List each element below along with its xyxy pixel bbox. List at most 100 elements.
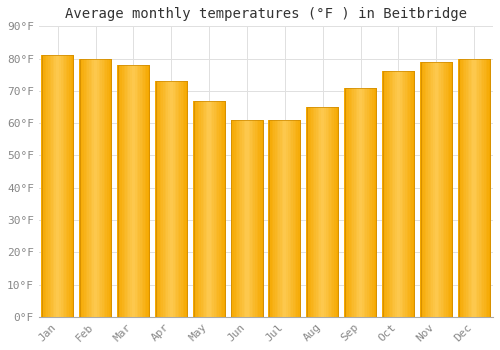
Bar: [426, 62, 428, 317]
Bar: [298, 120, 300, 317]
Bar: [171, 81, 173, 317]
Bar: [466, 58, 468, 317]
Bar: [294, 120, 296, 317]
Bar: [142, 65, 144, 317]
Bar: [286, 120, 288, 317]
Bar: [322, 107, 324, 317]
Bar: [212, 100, 214, 317]
Bar: [163, 81, 165, 317]
Bar: [222, 100, 224, 317]
Bar: [451, 62, 452, 317]
Bar: [118, 65, 149, 317]
Bar: [198, 100, 200, 317]
Bar: [156, 81, 187, 317]
Bar: [247, 120, 248, 317]
Bar: [283, 120, 285, 317]
Bar: [216, 100, 218, 317]
Bar: [70, 55, 72, 317]
Bar: [320, 107, 321, 317]
Bar: [390, 71, 392, 317]
Bar: [331, 107, 332, 317]
Bar: [440, 62, 441, 317]
Bar: [479, 58, 480, 317]
Bar: [79, 58, 81, 317]
Bar: [362, 88, 364, 317]
Bar: [318, 107, 320, 317]
Bar: [357, 88, 359, 317]
Bar: [81, 58, 82, 317]
Bar: [246, 120, 247, 317]
Bar: [354, 88, 356, 317]
Bar: [387, 71, 388, 317]
Bar: [489, 58, 490, 317]
Bar: [204, 100, 206, 317]
Bar: [181, 81, 183, 317]
Bar: [244, 120, 246, 317]
Bar: [62, 55, 64, 317]
Bar: [311, 107, 313, 317]
Bar: [46, 55, 48, 317]
Bar: [469, 58, 471, 317]
Bar: [308, 107, 310, 317]
Bar: [367, 88, 369, 317]
Bar: [314, 107, 316, 317]
Bar: [422, 62, 424, 317]
Bar: [118, 65, 120, 317]
Bar: [66, 55, 68, 317]
Bar: [214, 100, 216, 317]
Bar: [232, 120, 262, 317]
Bar: [272, 120, 274, 317]
Title: Average monthly temperatures (°F ) in Beitbridge: Average monthly temperatures (°F ) in Be…: [65, 7, 467, 21]
Bar: [372, 88, 374, 317]
Bar: [58, 55, 59, 317]
Bar: [173, 81, 174, 317]
Bar: [425, 62, 426, 317]
Bar: [43, 55, 44, 317]
Bar: [482, 58, 484, 317]
Bar: [434, 62, 436, 317]
Bar: [349, 88, 351, 317]
Bar: [97, 58, 99, 317]
Bar: [224, 100, 226, 317]
Bar: [329, 107, 331, 317]
Bar: [89, 58, 90, 317]
Bar: [136, 65, 138, 317]
Bar: [146, 65, 148, 317]
Bar: [201, 100, 202, 317]
Bar: [200, 100, 201, 317]
Bar: [356, 88, 358, 317]
Bar: [474, 58, 476, 317]
Bar: [110, 58, 112, 317]
Bar: [476, 58, 478, 317]
Bar: [270, 120, 300, 317]
Bar: [92, 58, 94, 317]
Bar: [276, 120, 278, 317]
Bar: [122, 65, 124, 317]
Bar: [334, 107, 336, 317]
Bar: [307, 107, 338, 317]
Bar: [196, 100, 198, 317]
Bar: [100, 58, 102, 317]
Bar: [486, 58, 488, 317]
Bar: [120, 65, 122, 317]
Bar: [288, 120, 290, 317]
Bar: [280, 120, 281, 317]
Bar: [446, 62, 448, 317]
Bar: [462, 58, 464, 317]
Bar: [348, 88, 349, 317]
Bar: [68, 55, 69, 317]
Bar: [344, 88, 346, 317]
Bar: [156, 81, 158, 317]
Bar: [202, 100, 204, 317]
Bar: [395, 71, 397, 317]
Bar: [310, 107, 312, 317]
Bar: [170, 81, 172, 317]
Bar: [480, 58, 482, 317]
Bar: [180, 81, 181, 317]
Bar: [162, 81, 163, 317]
Bar: [270, 120, 300, 317]
Bar: [104, 58, 106, 317]
Bar: [432, 62, 433, 317]
Bar: [421, 62, 452, 317]
Bar: [86, 58, 87, 317]
